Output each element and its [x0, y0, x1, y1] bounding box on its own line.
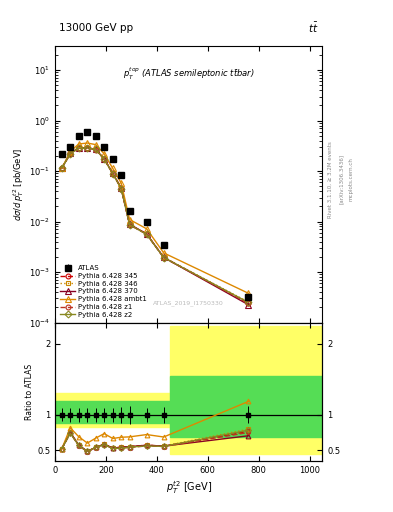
Pythia 6.428 ambt1 — [127, 217, 132, 223]
Pythia 6.428 346 — [144, 231, 149, 237]
Pythia 6.428 z1 — [68, 151, 73, 157]
Pythia 6.428 ambt1 — [102, 151, 107, 157]
Pythia 6.428 z1 — [162, 254, 166, 261]
Pythia 6.428 370 — [119, 185, 123, 191]
Pythia 6.428 z2 — [59, 165, 64, 171]
Pythia 6.428 345 — [246, 300, 251, 306]
Pythia 6.428 z1 — [119, 185, 123, 191]
Pythia 6.428 345 — [110, 170, 115, 177]
Pythia 6.428 370 — [59, 165, 64, 171]
Pythia 6.428 346 — [127, 221, 132, 227]
Pythia 6.428 346 — [102, 156, 107, 162]
Legend: ATLAS, Pythia 6.428 345, Pythia 6.428 346, Pythia 6.428 370, Pythia 6.428 ambt1,: ATLAS, Pythia 6.428 345, Pythia 6.428 34… — [59, 264, 148, 319]
Pythia 6.428 z1 — [246, 301, 251, 307]
Pythia 6.428 z2 — [94, 146, 98, 153]
Text: mcplots.cern.ch: mcplots.cern.ch — [349, 157, 354, 201]
Pythia 6.428 345 — [76, 145, 81, 151]
Pythia 6.428 ambt1 — [162, 250, 166, 256]
Pythia 6.428 z2 — [68, 151, 73, 157]
Pythia 6.428 ambt1 — [119, 180, 123, 186]
Text: 13000 GeV pp: 13000 GeV pp — [59, 23, 133, 33]
Pythia 6.428 ambt1 — [59, 165, 64, 171]
Pythia 6.428 370 — [68, 151, 73, 157]
Pythia 6.428 345 — [102, 156, 107, 162]
Pythia 6.428 370 — [85, 145, 90, 151]
Pythia 6.428 346 — [246, 299, 251, 305]
Pythia 6.428 345 — [59, 165, 64, 171]
Pythia 6.428 z2 — [246, 300, 251, 306]
Pythia 6.428 ambt1 — [246, 290, 251, 296]
Pythia 6.428 345 — [85, 145, 90, 151]
Pythia 6.428 370 — [144, 231, 149, 237]
Pythia 6.428 z2 — [76, 145, 81, 152]
Pythia 6.428 z2 — [162, 254, 166, 261]
Pythia 6.428 z2 — [110, 170, 115, 177]
Pythia 6.428 346 — [119, 185, 123, 191]
Line: Pythia 6.428 370: Pythia 6.428 370 — [59, 145, 251, 308]
Pythia 6.428 370 — [102, 156, 107, 162]
Pythia 6.428 z1 — [144, 231, 149, 238]
Pythia 6.428 z1 — [127, 222, 132, 228]
Pythia 6.428 z2 — [119, 185, 123, 191]
Pythia 6.428 370 — [246, 302, 251, 308]
Bar — [55, 393, 169, 427]
Pythia 6.428 z1 — [59, 165, 64, 171]
Line: Pythia 6.428 345: Pythia 6.428 345 — [59, 145, 251, 305]
Pythia 6.428 346 — [110, 170, 115, 177]
Bar — [55, 400, 169, 423]
Line: Pythia 6.428 z2: Pythia 6.428 z2 — [59, 145, 251, 305]
Pythia 6.428 ambt1 — [76, 141, 81, 147]
Pythia 6.428 346 — [162, 254, 166, 261]
Pythia 6.428 z1 — [102, 156, 107, 162]
Line: Pythia 6.428 z1: Pythia 6.428 z1 — [59, 145, 251, 306]
Text: [arXiv:1306.3436]: [arXiv:1306.3436] — [339, 154, 344, 204]
Pythia 6.428 z1 — [76, 145, 81, 152]
Pythia 6.428 345 — [144, 231, 149, 237]
Pythia 6.428 345 — [94, 146, 98, 153]
Pythia 6.428 370 — [94, 146, 98, 153]
Pythia 6.428 370 — [127, 221, 132, 227]
Pythia 6.428 345 — [119, 185, 123, 191]
Pythia 6.428 346 — [68, 151, 73, 157]
Pythia 6.428 346 — [59, 165, 64, 171]
Pythia 6.428 346 — [85, 145, 90, 151]
Pythia 6.428 ambt1 — [110, 165, 115, 172]
Text: $t\bar{t}$: $t\bar{t}$ — [308, 21, 318, 35]
Pythia 6.428 345 — [68, 151, 73, 157]
Bar — [169, 326, 322, 454]
Line: Pythia 6.428 346: Pythia 6.428 346 — [59, 145, 251, 305]
Pythia 6.428 345 — [162, 254, 166, 261]
Pythia 6.428 370 — [110, 170, 115, 177]
Pythia 6.428 z1 — [85, 145, 90, 151]
Pythia 6.428 z1 — [94, 146, 98, 153]
Pythia 6.428 346 — [76, 145, 81, 151]
Pythia 6.428 z2 — [85, 145, 90, 151]
Y-axis label: Ratio to ATLAS: Ratio to ATLAS — [25, 364, 34, 420]
Pythia 6.428 ambt1 — [144, 226, 149, 232]
Y-axis label: $d\sigma / d\,p_T^{t2}$ [pb/GeV]: $d\sigma / d\,p_T^{t2}$ [pb/GeV] — [11, 147, 26, 221]
Text: Rivet 3.1.10, ≥ 3.2M events: Rivet 3.1.10, ≥ 3.2M events — [328, 141, 333, 218]
Bar — [169, 376, 322, 437]
Pythia 6.428 ambt1 — [85, 140, 90, 146]
Pythia 6.428 z2 — [127, 222, 132, 228]
Pythia 6.428 z2 — [144, 231, 149, 238]
Text: ATLAS_2019_I1750330: ATLAS_2019_I1750330 — [153, 300, 224, 306]
Pythia 6.428 370 — [162, 254, 166, 261]
Pythia 6.428 z2 — [102, 156, 107, 162]
X-axis label: $p_T^{t2}$ [GeV]: $p_T^{t2}$ [GeV] — [165, 479, 212, 496]
Pythia 6.428 345 — [127, 221, 132, 227]
Pythia 6.428 z1 — [110, 170, 115, 177]
Pythia 6.428 346 — [94, 146, 98, 153]
Line: Pythia 6.428 ambt1: Pythia 6.428 ambt1 — [59, 140, 251, 296]
Pythia 6.428 ambt1 — [94, 141, 98, 147]
Text: $p_T^{top}$ (ATLAS semileptonic tt̄bar): $p_T^{top}$ (ATLAS semileptonic tt̄bar) — [123, 66, 255, 82]
Pythia 6.428 370 — [76, 145, 81, 151]
Pythia 6.428 ambt1 — [68, 148, 73, 155]
